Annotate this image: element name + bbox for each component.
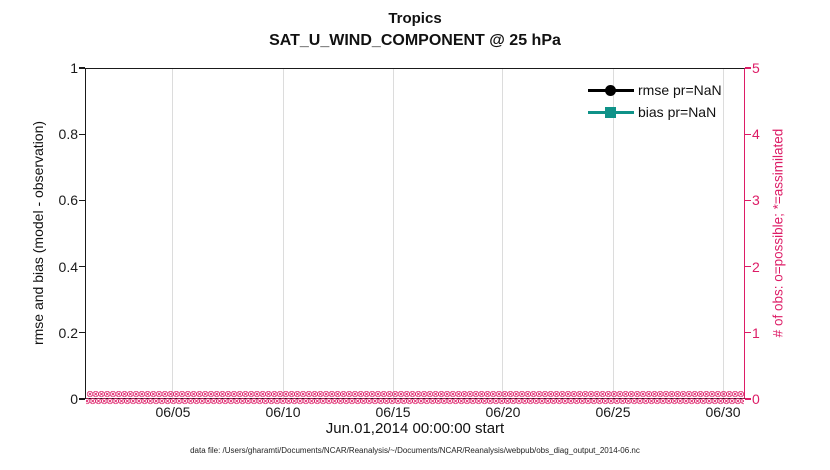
right-y-tick-mark (745, 265, 751, 268)
x-tick-label: 06/25 (595, 404, 631, 420)
right-y-tick-label: 3 (752, 192, 760, 209)
legend-item: rmse pr=NaN (588, 79, 722, 101)
left-y-tick-label: 0.4 (58, 258, 78, 275)
x-gridline (722, 68, 724, 399)
left-y-axis-label: rmse and bias (model - observation) (30, 120, 46, 346)
right-y-tick-label: 4 (752, 126, 760, 143)
left-y-tick-mark (79, 133, 85, 135)
left-y-tick-mark (79, 265, 85, 268)
left-y-tick-mark (79, 332, 85, 334)
plot-area (85, 68, 745, 399)
bias-marker-icon (588, 106, 634, 118)
left-y-tick-mark (79, 67, 85, 69)
right-y-tick-mark (745, 332, 751, 334)
left-y-tick-label: 0.6 (58, 192, 78, 209)
right-y-tick-label: 0 (752, 391, 760, 407)
right-y-tick-label: 2 (752, 258, 760, 275)
legend-item: bias pr=NaN (588, 101, 722, 123)
x-gridline (502, 68, 504, 399)
legend: rmse pr=NaN bias pr=NaN (588, 79, 722, 123)
obs-band-row: ⊗⊗⊗⊗⊗⊗⊗⊗⊗⊗⊗⊗⊗⊗⊗⊗⊗⊗⊗⊗⊗⊗⊗⊗⊗⊗⊗⊗⊗⊗⊗⊗⊗⊗⊗⊗⊗⊗⊗⊗… (86, 391, 744, 400)
right-y-tick-label: 1 (752, 324, 760, 341)
right-y-axis-label: # of obs: o=possible; *=assimilated (770, 128, 786, 338)
x-axis-label: Jun.01,2014 00:00:00 start (325, 420, 505, 437)
plot-subtitle: SAT_U_WIND_COMPONENT @ 25 hPa (269, 32, 561, 49)
right-y-tick-mark (745, 67, 751, 69)
rmse-marker-icon (588, 84, 634, 96)
right-y-tick-mark (745, 398, 751, 400)
left-y-tick-label: 1 (70, 60, 78, 76)
x-tick-label: 06/10 (265, 404, 301, 420)
left-y-tick-label: 0.2 (58, 324, 78, 341)
right-y-tick-mark (745, 133, 751, 135)
x-gridline (282, 68, 284, 399)
left-y-tick-mark (79, 398, 85, 400)
data-file-caption: data file: /Users/gharamti/Documents/NCA… (190, 446, 640, 455)
left-y-tick-label: 0.8 (58, 126, 78, 143)
x-gridline (612, 68, 614, 399)
x-tick-label: 06/15 (375, 404, 411, 420)
x-tick-label: 06/05 (155, 404, 191, 420)
x-tick-label: 06/20 (485, 404, 521, 420)
legend-label: rmse pr=NaN (638, 82, 722, 98)
legend-label: bias pr=NaN (638, 104, 717, 120)
plot-title: Tropics (388, 10, 442, 27)
x-tick-label: 06/30 (705, 404, 741, 420)
x-gridline (392, 68, 394, 399)
x-gridline (172, 68, 174, 399)
obs-band-row: ⊗⊗⊗⊗⊗⊗⊗⊗⊗⊗⊗⊗⊗⊗⊗⊗⊗⊗⊗⊗⊗⊗⊗⊗⊗⊗⊗⊗⊗⊗⊗⊗⊗⊗⊗⊗⊗⊗⊗⊗… (86, 396, 744, 406)
obs-count-marker-band: ⊗⊗⊗⊗⊗⊗⊗⊗⊗⊗⊗⊗⊗⊗⊗⊗⊗⊗⊗⊗⊗⊗⊗⊗⊗⊗⊗⊗⊗⊗⊗⊗⊗⊗⊗⊗⊗⊗⊗⊗… (86, 391, 744, 406)
left-y-tick-label: 0 (70, 391, 78, 407)
right-y-tick-label: 5 (752, 60, 760, 76)
left-y-tick-mark (79, 199, 85, 202)
right-y-tick-mark (745, 199, 751, 202)
